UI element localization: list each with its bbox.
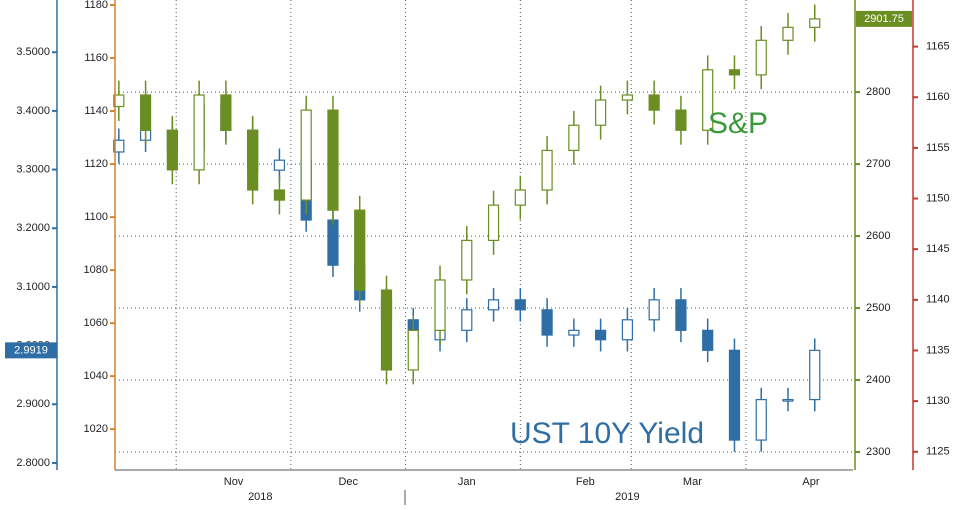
candle-body (675, 299, 687, 331)
candle-body (247, 129, 259, 191)
y-tick-label: 1135 (926, 344, 950, 356)
candle-body (648, 94, 660, 111)
candle-body (621, 94, 633, 101)
candle-body (113, 139, 125, 153)
candle-body (595, 99, 607, 126)
candle-body (193, 94, 205, 171)
last-value-tag (5, 342, 57, 359)
year-label: 2018 (248, 491, 272, 503)
candle-body (568, 124, 580, 152)
candle-body (728, 349, 741, 441)
candle-body (487, 204, 500, 241)
y-tick-label: 1020 (84, 423, 108, 435)
candle-body (166, 129, 178, 171)
candle-body (782, 26, 794, 41)
y-tick-label: 3.2000 (16, 222, 50, 234)
y-tick-label: 1140 (926, 294, 950, 306)
y-tick-label: 2500 (866, 302, 890, 314)
candle-body (300, 109, 312, 201)
candle-body (220, 94, 232, 131)
y-tick-label: 1160 (926, 91, 950, 103)
sp-annotation: S&P (708, 107, 768, 140)
y-tick-label: 3.4000 (16, 105, 50, 117)
yield-annotation: UST 10Y Yield (510, 417, 704, 450)
candle-body (782, 398, 794, 402)
x-tick-label: Apr (802, 476, 819, 488)
candle-body (755, 398, 767, 441)
candle-body (541, 309, 553, 336)
y-tick-label: 1130 (926, 395, 950, 407)
y-tick-label: 1120 (84, 158, 108, 170)
year-label: 2019 (615, 491, 639, 503)
y-tick-label: 1160 (84, 52, 108, 64)
candle-body (541, 149, 553, 191)
candle-body (273, 159, 286, 171)
x-tick-label: Nov (224, 476, 244, 488)
candle-body (273, 189, 286, 201)
y-tick-label: 2800 (866, 86, 890, 98)
y-tick-label: 1150 (926, 192, 950, 204)
y-tick-label: 2600 (866, 230, 890, 242)
y-tick-label: 1080 (84, 264, 108, 276)
y-tick-label: 3.5000 (16, 46, 50, 58)
candle-body (487, 299, 500, 311)
last-value-label: 2.9919 (14, 344, 48, 356)
candle-body (514, 189, 526, 206)
candle-body (139, 94, 152, 131)
y-tick-label: 1145 (926, 243, 950, 255)
y-tick-label: 1125 (926, 446, 950, 458)
candle-body (380, 289, 393, 371)
y-tick-label: 1040 (84, 370, 108, 382)
y-tick-label: 2700 (866, 158, 890, 170)
y-tick-label: 1140 (84, 105, 108, 117)
x-tick-label: Jan (458, 476, 476, 488)
x-tick-label: Mar (683, 476, 702, 488)
y-tick-label: 2.9000 (16, 398, 50, 410)
candle-body (327, 219, 339, 266)
y-tick-label: 1100 (84, 211, 108, 223)
y-tick-label: 2300 (866, 446, 890, 458)
y-tick-label: 2400 (866, 374, 890, 386)
x-tick-label: Dec (338, 476, 358, 488)
candle-body (354, 209, 366, 291)
candle-body (809, 18, 821, 28)
candle-body (461, 239, 473, 281)
candle-body (809, 349, 821, 401)
candle-body (702, 329, 714, 351)
y-tick-label: 3.3000 (16, 163, 50, 175)
candle-body (702, 69, 714, 131)
candle-body (675, 109, 687, 131)
last-value-tag (856, 10, 912, 27)
candle-body (461, 309, 473, 331)
candle-body (755, 39, 767, 76)
candle-body (407, 329, 419, 371)
candle-body (514, 299, 526, 311)
y-tick-label: 3.1000 (16, 281, 50, 293)
candle-body (434, 279, 446, 331)
candle-body (621, 319, 633, 341)
candle-body (113, 94, 125, 108)
y-tick-label: 1155 (926, 142, 950, 154)
candle-body (568, 329, 580, 336)
candle-body (648, 299, 660, 321)
y-tick-label: 1165 (926, 41, 950, 53)
y-tick-label: 1180 (84, 0, 108, 11)
candle-body (728, 69, 741, 76)
candle-body (327, 109, 339, 211)
y-tick-label: 1060 (84, 317, 108, 329)
candle-body (595, 329, 607, 341)
y-tick-label: 2.8000 (16, 457, 50, 469)
last-value-label: 2901.75 (864, 13, 904, 25)
x-tick-label: Feb (576, 476, 595, 488)
